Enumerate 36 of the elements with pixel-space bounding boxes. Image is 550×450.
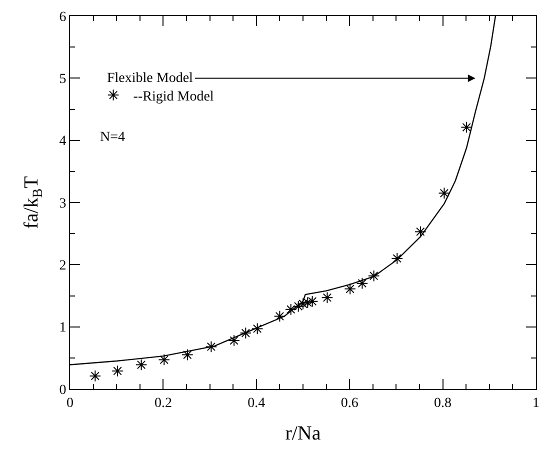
point bbox=[292, 300, 304, 312]
y-tick-label: 4 bbox=[59, 134, 66, 150]
point bbox=[344, 283, 356, 295]
y-tick-label: 3 bbox=[59, 196, 66, 212]
point bbox=[438, 187, 450, 200]
point bbox=[368, 270, 380, 282]
point bbox=[158, 354, 170, 366]
x-axis-title: r/Na bbox=[285, 422, 321, 444]
annotation: Flexible Model bbox=[107, 71, 194, 86]
point bbox=[274, 310, 286, 322]
point bbox=[205, 340, 218, 353]
point bbox=[414, 226, 426, 238]
y-tick-label: 5 bbox=[59, 72, 66, 88]
x-tick-label: 0.8 bbox=[434, 396, 452, 411]
point bbox=[284, 304, 297, 316]
point bbox=[391, 252, 404, 264]
point bbox=[182, 348, 194, 361]
point bbox=[460, 121, 472, 134]
point bbox=[228, 334, 240, 346]
x-tick-label: 0.6 bbox=[340, 396, 358, 411]
point bbox=[89, 370, 102, 382]
x-tick-label: 1 bbox=[532, 396, 540, 411]
y-tick-label: 0 bbox=[59, 382, 66, 398]
point bbox=[321, 292, 334, 304]
point bbox=[251, 322, 264, 335]
y-tick-label: 2 bbox=[59, 258, 66, 274]
x-tick-label: 0.2 bbox=[154, 396, 172, 411]
point bbox=[356, 277, 368, 290]
point bbox=[112, 365, 124, 377]
point bbox=[240, 327, 252, 339]
point bbox=[135, 358, 148, 371]
legend-label: --Rigid Model bbox=[133, 89, 214, 104]
y-tick-label: 1 bbox=[59, 320, 66, 336]
x-tick-label: 0.4 bbox=[248, 396, 266, 411]
annotation: N=4 bbox=[100, 130, 126, 145]
y-tick-label: 6 bbox=[59, 10, 66, 25]
